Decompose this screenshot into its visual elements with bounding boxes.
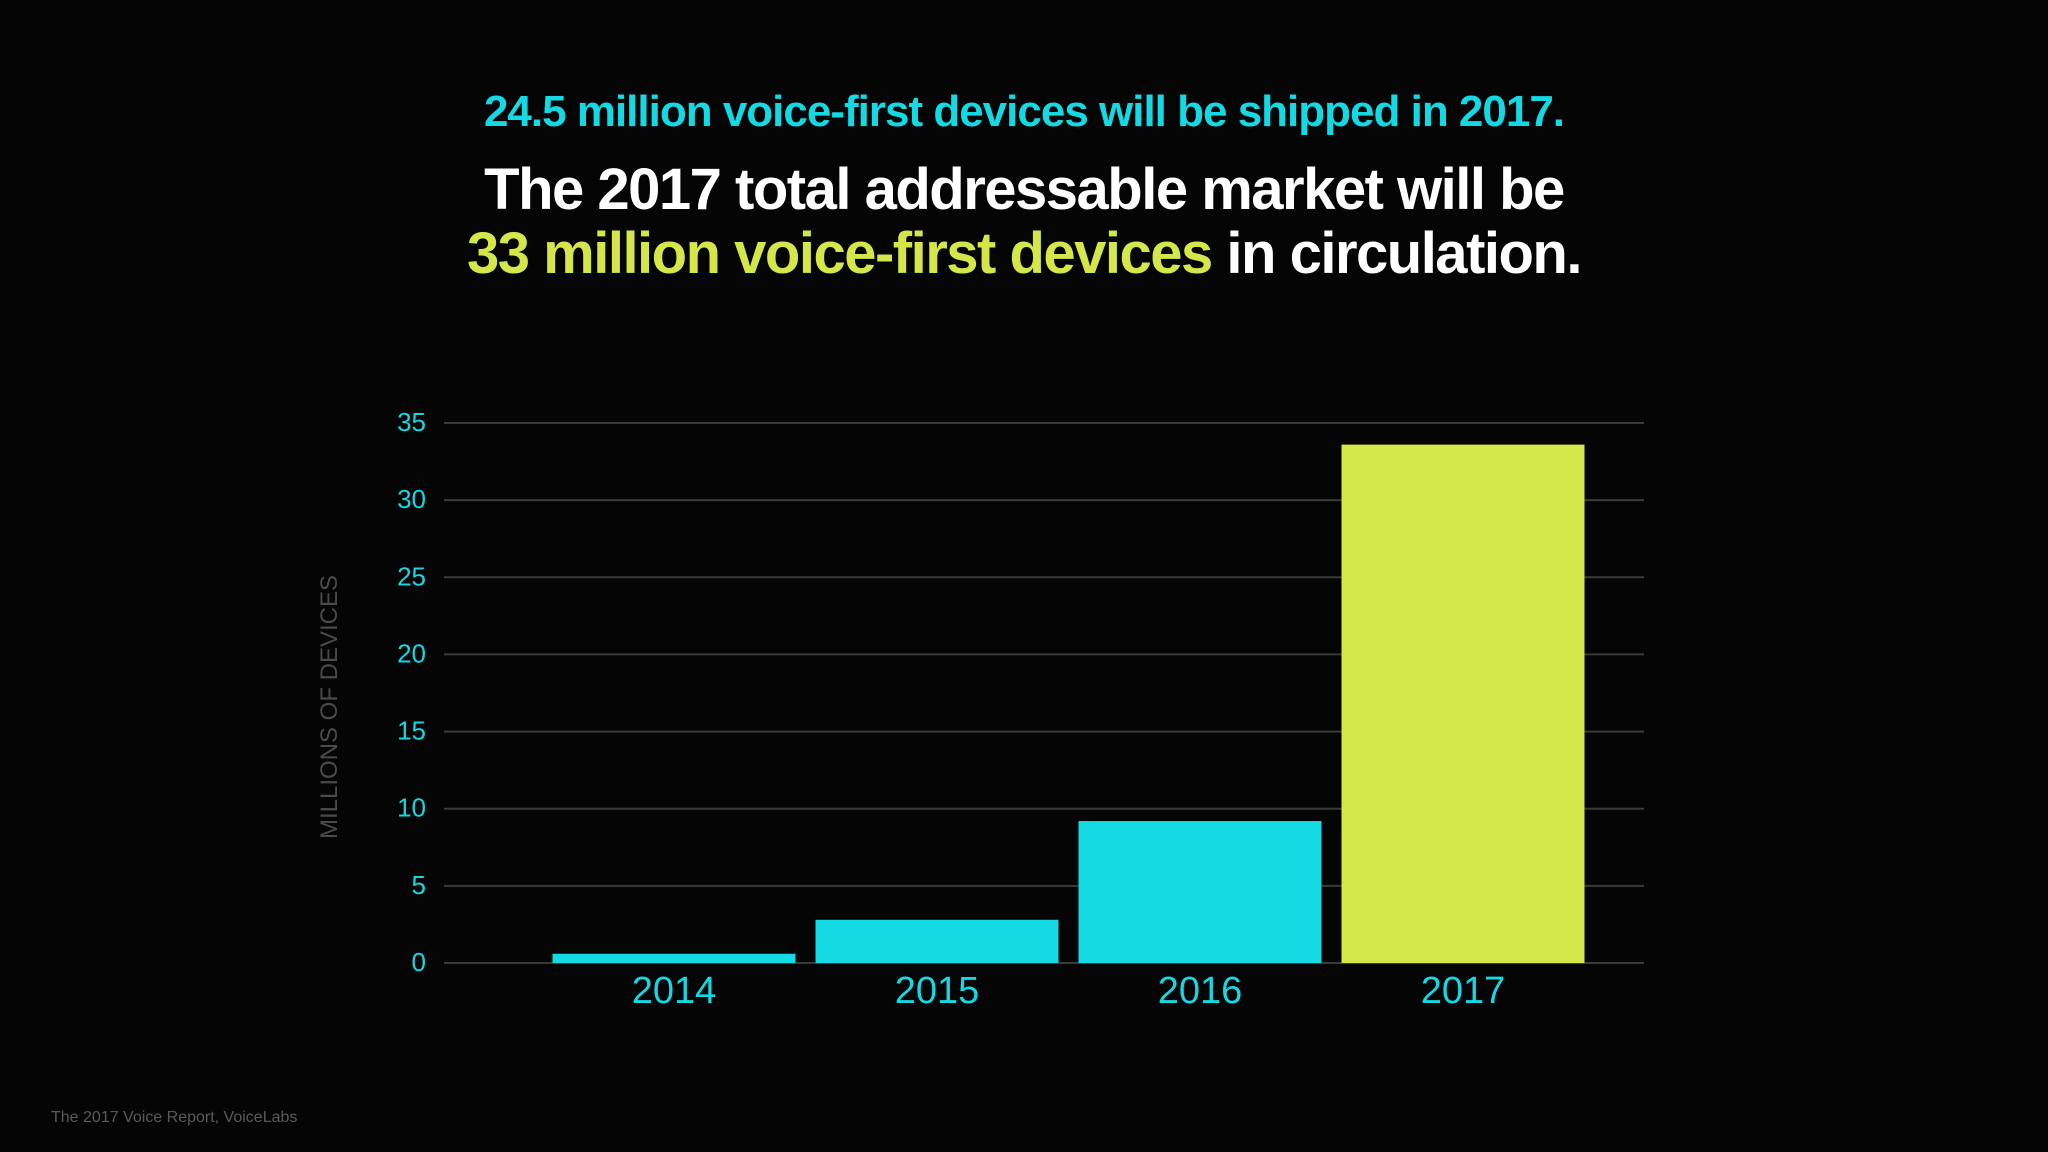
headline-line-1: The 2017 total addressable market will b… [484,157,1565,222]
y-tick-label: 10 [397,793,426,823]
bar-2015 [815,919,1059,963]
y-tick-label: 5 [412,870,426,900]
y-axis-label: MILLIONS OF DEVICES [316,575,343,839]
y-tick-label: 25 [397,561,426,591]
label-layer: 0 5 10 15 20 25 30 35 MILLIONS OF DEVICES 2014 201… [316,407,1505,1012]
x-tick-label-2014: 2014 [632,970,717,1012]
bar-2016 [1078,821,1322,963]
x-tick-label-2015: 2015 [895,970,980,1012]
headline-rest: in circulation. [1211,221,1582,286]
bar-2014 [552,953,796,963]
y-tick-label: 20 [397,638,426,668]
headline-highlight: 33 million voice-first devices [467,221,1213,286]
y-tick-label: 15 [397,716,426,746]
source-footnote: The 2017 Voice Report, VoiceLabs [51,1109,298,1126]
headline-line-2: 33 million voice-first devices in circul… [0,222,2048,286]
y-tick-label: 0 [412,947,426,977]
headline: The 2017 total addressable market will b… [0,158,2048,286]
x-tick-label-2016: 2016 [1158,970,1243,1012]
bar-2017 [1341,444,1585,964]
y-tick-label: 35 [397,407,426,437]
x-tick-label-2017: 2017 [1421,970,1506,1012]
y-tick-label: 30 [397,484,426,514]
subtitle: 24.5 million voice-first devices will be… [483,87,1565,136]
bar-layer [552,444,1585,964]
